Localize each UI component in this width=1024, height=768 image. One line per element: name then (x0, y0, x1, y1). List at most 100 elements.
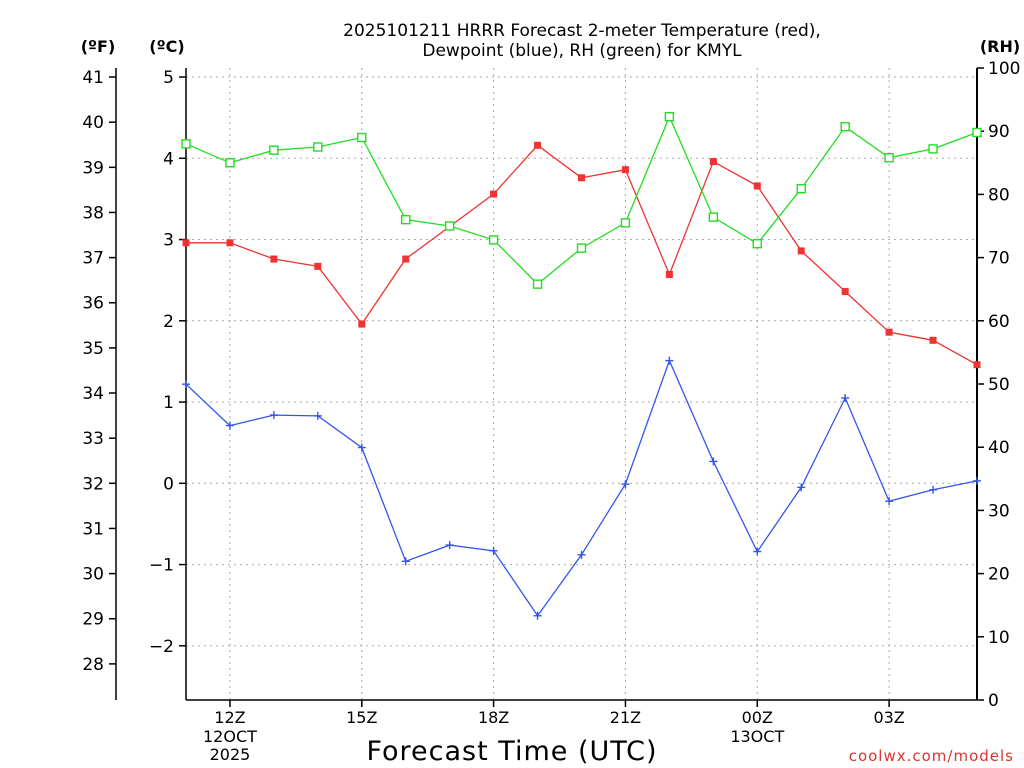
temperature-point (578, 174, 585, 182)
date-label: 12OCT (203, 727, 257, 746)
date-label: 13OCT (730, 727, 784, 746)
fahrenheit-tick-label: 39 (82, 158, 104, 178)
fahrenheit-tick-label: 33 (82, 429, 104, 449)
rh-point (884, 153, 894, 163)
rh-point (620, 218, 631, 228)
rh-line (185, 115, 978, 285)
rh-tick-label: 50 (988, 375, 1010, 395)
temperature-point (226, 239, 234, 247)
axes (115, 68, 978, 701)
fahrenheit-tick-label: 35 (82, 339, 104, 359)
dewpoint-point (973, 476, 981, 485)
dewpoint-point (533, 611, 542, 620)
dewpoint-point (489, 546, 498, 555)
celsius-tick-label: 5 (163, 68, 174, 88)
temperature-point (797, 247, 805, 255)
fahrenheit-unit-label: (ºF) (81, 37, 116, 56)
data-series (181, 111, 982, 620)
celsius-unit-label: (ºC) (149, 37, 184, 56)
dewpoint-line (185, 358, 978, 617)
rh-tick-label: 30 (988, 501, 1010, 521)
celsius-tick-label: 4 (163, 149, 174, 169)
temperature-point (709, 158, 717, 166)
dewpoint-point (577, 550, 586, 559)
fahrenheit-tick-label: 41 (82, 68, 104, 88)
fahrenheit-tick-label: 40 (82, 113, 104, 133)
dewpoint-point (357, 443, 366, 452)
celsius-tick-label: 0 (163, 474, 174, 494)
chart-title-line-2: Dewpoint (blue), RH (green) for KMYL (422, 41, 742, 61)
grid-lines (186, 68, 977, 700)
dewpoint-point (797, 483, 806, 492)
time-tick-label: 15Z (346, 708, 377, 727)
dewpoint-point (709, 457, 718, 466)
rh-point (796, 184, 806, 194)
rh-axis-ticks: 0 10 20 30 40 50 60 70 80 90 100 (977, 59, 1020, 711)
rh-tick-label: 80 (988, 185, 1010, 205)
temperature-point (402, 255, 410, 263)
time-tick-label: 21Z (610, 708, 641, 727)
temperature-point (753, 182, 761, 190)
rh-point (708, 212, 719, 222)
dewpoint-point (841, 393, 850, 402)
rh-point (752, 238, 762, 249)
dewpoint-point (313, 411, 322, 420)
rh-point (181, 139, 191, 149)
temperature-point (534, 141, 542, 149)
fahrenheit-tick-label: 34 (82, 384, 104, 404)
rh-point (444, 221, 455, 231)
celsius-tick-label: −1 (149, 556, 174, 576)
dewpoint-point (445, 541, 454, 550)
dewpoint-point (269, 411, 278, 420)
fahrenheit-tick-label: 28 (82, 655, 104, 675)
fahrenheit-axis-ticks: 28 29 30 31 32 33 34 35 36 37 38 39 40 41 (82, 68, 116, 675)
dewpoint-point (621, 480, 630, 489)
rh-point (972, 127, 982, 138)
celsius-tick-label: 2 (163, 312, 174, 332)
rh-point (488, 235, 499, 245)
rh-point (928, 144, 938, 154)
rh-point (401, 214, 411, 225)
time-tick-label: 00Z (742, 708, 773, 727)
fahrenheit-tick-label: 30 (82, 565, 104, 585)
rh-point (269, 145, 279, 155)
dewpoint-point (929, 485, 938, 494)
rh-tick-label: 100 (988, 59, 1020, 79)
rh-point (664, 111, 675, 122)
temperature-point (621, 166, 629, 174)
celsius-tick-label: 1 (163, 393, 174, 413)
temperature-point (841, 288, 849, 296)
fahrenheit-tick-label: 32 (82, 474, 104, 494)
temperature-point (973, 361, 981, 369)
fahrenheit-tick-label: 38 (82, 203, 104, 223)
x-axis-label: Forecast Time (UTC) (366, 736, 657, 767)
dewpoint-point (225, 421, 234, 430)
temperature-point (358, 320, 366, 328)
fahrenheit-tick-label: 37 (82, 249, 104, 269)
time-tick-label: 18Z (478, 708, 509, 727)
rh-tick-label: 0 (988, 691, 999, 711)
rh-tick-label: 40 (988, 438, 1010, 458)
fahrenheit-tick-label: 36 (82, 294, 104, 314)
rh-tick-label: 70 (988, 249, 1010, 269)
rh-tick-label: 60 (988, 312, 1010, 332)
rh-point (532, 279, 543, 289)
time-tick-label: 12Z (214, 708, 245, 727)
temperature-point (314, 262, 322, 270)
rh-tick-label: 10 (988, 628, 1010, 648)
dewpoint-point (665, 356, 674, 365)
temperature-point (270, 255, 278, 263)
temperature-point (665, 270, 673, 278)
year-label: 2025 (210, 745, 251, 764)
rh-tick-label: 90 (988, 122, 1010, 142)
celsius-tick-label: −2 (149, 637, 174, 657)
temperature-point (929, 336, 937, 344)
rh-point (576, 243, 587, 253)
chart-title-line-1: 2025101211 HRRR Forecast 2-meter Tempera… (343, 21, 821, 41)
celsius-axis-ticks: −2 −1 0 1 2 3 4 5 (149, 68, 186, 657)
rh-point (225, 158, 235, 168)
rh-point (840, 122, 850, 132)
source-footer: coolwx.com/models (849, 747, 1014, 765)
fahrenheit-tick-label: 29 (82, 610, 104, 630)
